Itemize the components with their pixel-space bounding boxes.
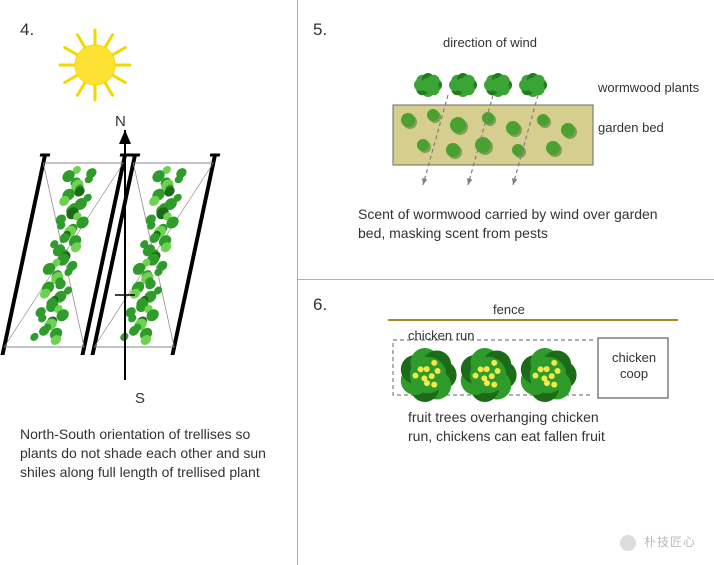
panel-6-caption: fruit trees overhanging chicken run, chi… xyxy=(408,408,608,446)
watermark-text: 朴技匠心 xyxy=(644,535,696,549)
wind-direction-label: direction of wind xyxy=(443,35,537,50)
wormwood-label: wormwood plants xyxy=(598,80,699,95)
panel-4-svg xyxy=(0,0,297,440)
chicken-run-label: chicken run xyxy=(408,328,474,343)
panel-4: 4. N S North-South orientation of trelli… xyxy=(0,0,297,565)
panel-4-caption: North-South orientation of trellises so … xyxy=(20,425,280,482)
panel-6: 6. fence chicken run chicken coop fruit … xyxy=(298,280,714,565)
panel-5-svg xyxy=(298,0,714,210)
speech-bubble-icon xyxy=(620,535,636,551)
panel-5: 5. direction of wind wormwood plants gar… xyxy=(298,0,714,280)
chicken-coop-label: chicken coop xyxy=(612,350,656,381)
fence-label: fence xyxy=(493,302,525,317)
panel-5-caption: Scent of wormwood carried by wind over g… xyxy=(358,205,668,243)
garden-bed-label: garden bed xyxy=(598,120,664,135)
compass-south-label: S xyxy=(135,390,145,407)
watermark: 朴技匠心 xyxy=(620,533,696,551)
diagram-container: 4. N S North-South orientation of trelli… xyxy=(0,0,714,565)
compass-north-label: N xyxy=(115,113,126,130)
right-column: 5. direction of wind wormwood plants gar… xyxy=(297,0,714,565)
